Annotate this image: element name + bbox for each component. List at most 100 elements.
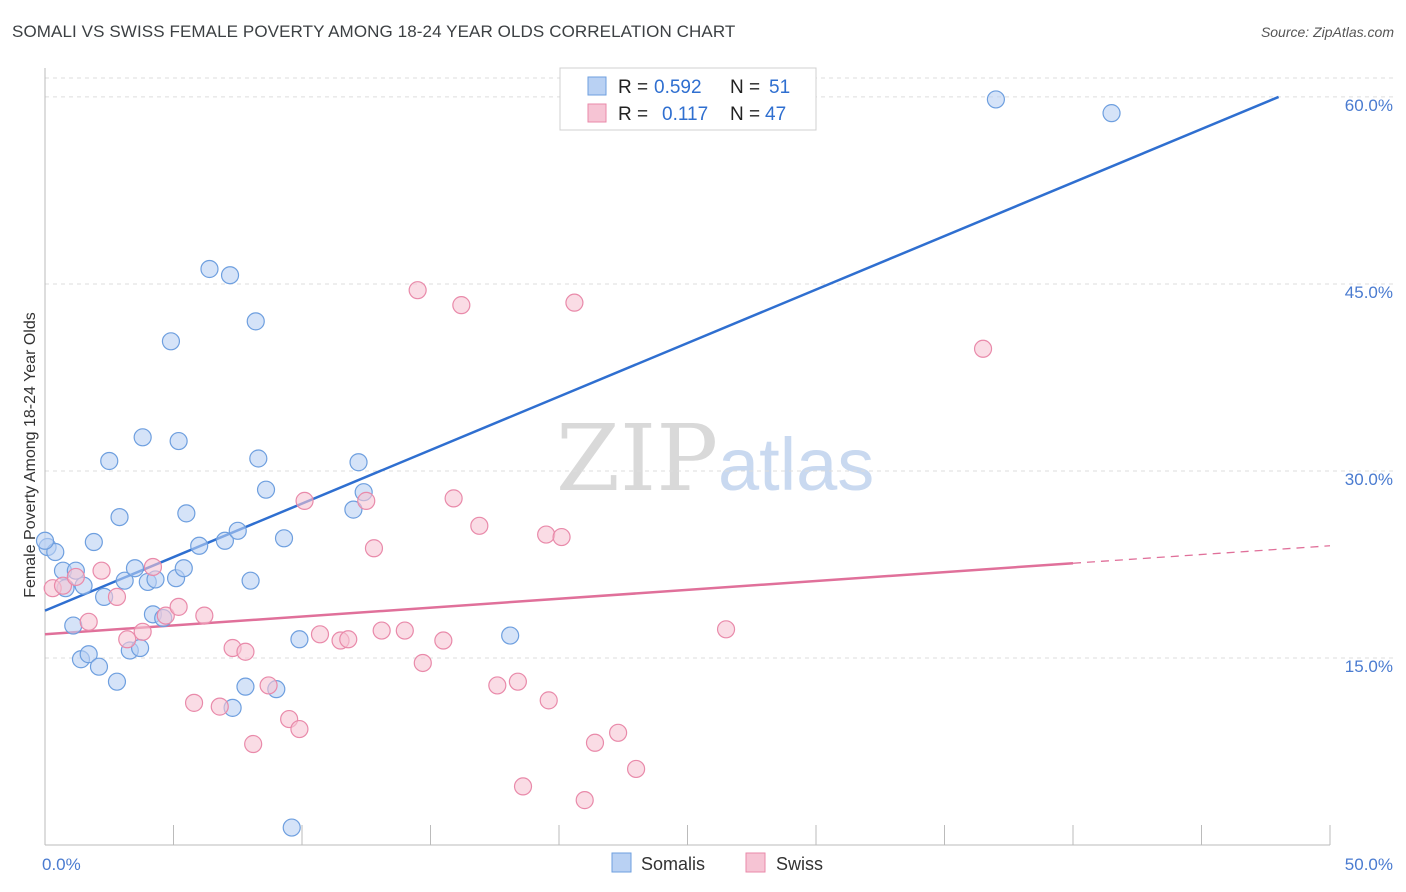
somali-point xyxy=(64,616,83,635)
swiss-point xyxy=(434,631,453,650)
swiss-point xyxy=(156,606,175,625)
swiss-point xyxy=(716,620,736,639)
x-tick-label: 50.0% xyxy=(1345,855,1393,874)
swiss-point xyxy=(133,622,152,641)
somali-point xyxy=(89,657,109,676)
somali-point xyxy=(133,428,152,447)
legend-swiss-n-label: N = xyxy=(730,104,760,125)
somali-point xyxy=(174,559,193,578)
somali-point xyxy=(115,571,134,590)
somali-point xyxy=(501,626,520,645)
somali-point xyxy=(220,266,240,285)
swiss-point xyxy=(444,489,463,508)
somali-point xyxy=(169,431,188,451)
swiss-point xyxy=(470,516,489,535)
swiss-point xyxy=(53,576,73,595)
x-tick-label: 0.0% xyxy=(42,855,81,874)
bottom-legend-swiss-label: Swiss xyxy=(776,854,823,874)
swiss-point xyxy=(169,597,188,616)
swiss-point xyxy=(488,676,507,695)
legend-somali-n-value: 51 xyxy=(769,77,790,98)
swiss-point xyxy=(552,527,571,547)
swiss-point xyxy=(626,759,646,779)
y-tick-label: 15.0% xyxy=(1345,657,1393,676)
somali-point xyxy=(110,507,129,527)
swiss-point xyxy=(357,491,376,510)
swiss-point xyxy=(408,281,427,300)
legend-swiss-n-value: 47 xyxy=(765,104,786,125)
swiss-point xyxy=(210,697,229,716)
somali-point xyxy=(241,571,260,590)
swiss-point xyxy=(244,734,263,754)
swiss-point xyxy=(565,293,584,312)
swiss-point xyxy=(290,719,309,739)
swiss-point xyxy=(339,630,358,649)
swiss-point xyxy=(609,723,628,742)
somali-point xyxy=(256,480,276,499)
somali-point xyxy=(290,630,309,649)
somali-point xyxy=(84,532,103,552)
bottom-legend-somali-label: Somalis xyxy=(641,854,705,874)
data-points xyxy=(35,90,1121,837)
bottom-legend-somali-swatch xyxy=(611,852,632,873)
somali-point xyxy=(215,531,234,550)
legend-somali-swatch xyxy=(587,76,607,96)
swiss-point xyxy=(973,339,993,358)
swiss-point xyxy=(295,491,314,510)
swiss-point xyxy=(539,691,558,710)
somali-point xyxy=(249,449,268,468)
swiss-point xyxy=(364,539,384,558)
swiss-point xyxy=(118,630,137,649)
swiss-point xyxy=(92,561,111,580)
swiss-point xyxy=(372,621,391,640)
somali-point xyxy=(228,521,247,540)
somali-point xyxy=(100,451,119,471)
swiss-point xyxy=(143,557,163,577)
somali-point xyxy=(246,312,265,331)
swiss-point xyxy=(575,791,594,810)
somali-point xyxy=(125,559,145,578)
y-axis-label: Female Poverty Among 18-24 Year Olds xyxy=(22,312,39,598)
legend-somali-n-label: N = xyxy=(730,77,760,98)
swiss-point xyxy=(66,567,85,587)
swiss-point xyxy=(585,733,605,752)
swiss-point xyxy=(395,621,414,640)
swiss-point xyxy=(236,642,255,661)
swiss-point xyxy=(259,676,278,695)
swiss-trend-line xyxy=(44,561,1074,636)
somali-point xyxy=(1102,104,1121,123)
somali-point xyxy=(79,645,98,664)
watermark-atlas: atlas xyxy=(718,423,874,506)
legend-somali-r-value: 0.592 xyxy=(654,77,702,98)
correlation-legend: R = 0.592 N = 51 R = 0.117 N = 47 xyxy=(559,67,817,131)
somali-point xyxy=(200,259,219,279)
swiss-point xyxy=(79,612,98,631)
swiss-point xyxy=(413,653,432,673)
tick-labels: 15.0% 30.0% 45.0% 60.0% 0.0% 50.0% xyxy=(42,96,1393,874)
legend-swiss-r-value: 0.117 xyxy=(662,104,708,125)
swiss-trend-extension xyxy=(1072,545,1331,564)
legend-swiss-r-label: R = xyxy=(618,104,648,125)
somali-point xyxy=(282,818,301,837)
somali-point xyxy=(344,500,363,519)
axes xyxy=(44,68,1331,846)
somali-point xyxy=(35,531,55,550)
watermark-zip: ZIP xyxy=(556,405,718,512)
somali-point xyxy=(107,672,127,691)
swiss-point xyxy=(452,296,471,315)
somali-point xyxy=(177,504,196,523)
somali-point xyxy=(46,542,65,562)
y-tick-label: 30.0% xyxy=(1345,470,1393,489)
series-legend: Somalis Swiss xyxy=(611,852,823,874)
swiss-point xyxy=(537,525,556,544)
swiss-point xyxy=(508,672,527,691)
somali-trend-line xyxy=(44,95,1280,612)
somali-point xyxy=(161,332,181,351)
legend-swiss-swatch xyxy=(587,103,607,123)
bottom-legend-swiss-swatch xyxy=(745,852,766,873)
y-tick-label: 45.0% xyxy=(1345,283,1393,302)
somali-point xyxy=(349,453,368,472)
source-note: Source: ZipAtlas.com xyxy=(1260,24,1394,40)
somali-point xyxy=(986,90,1006,109)
